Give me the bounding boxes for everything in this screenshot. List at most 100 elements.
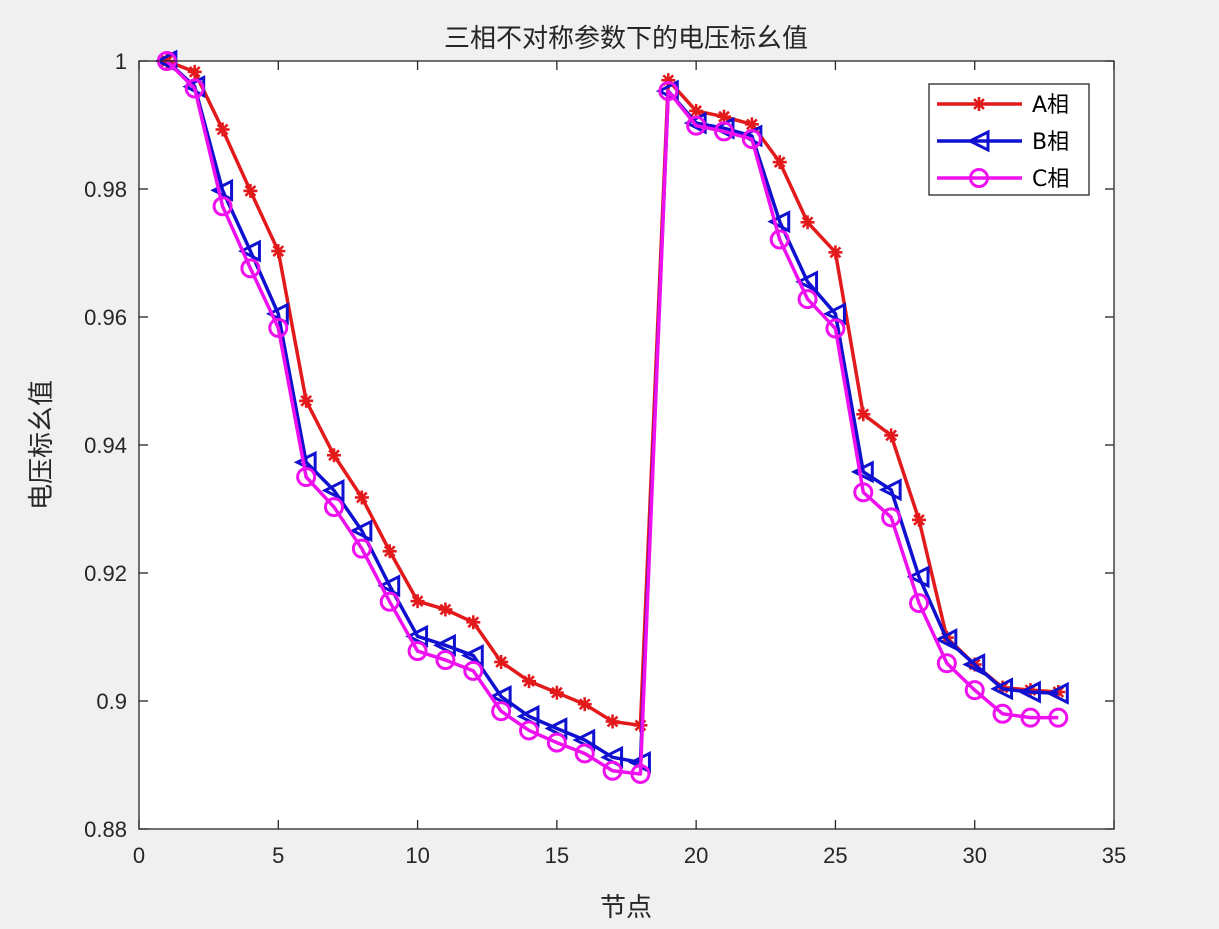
- marker-stroke: [439, 603, 452, 616]
- series-2: [156, 51, 1069, 784]
- marker-stroke: [885, 429, 898, 442]
- data-point: [460, 644, 484, 667]
- data-point: [268, 317, 289, 338]
- data-point: [856, 407, 871, 422]
- marker-stroke: [801, 216, 814, 229]
- x-axis-label: 节点: [600, 893, 652, 923]
- data-point: [243, 183, 258, 198]
- data-point: [463, 660, 484, 681]
- data-point: [878, 478, 902, 502]
- data-point: [215, 122, 230, 137]
- data-point: [990, 677, 1014, 701]
- data-point: [321, 479, 345, 502]
- data-point: [741, 129, 762, 150]
- marker-stroke: [745, 118, 758, 131]
- data-point: [906, 565, 930, 589]
- data-point: [296, 467, 317, 487]
- data-point: [689, 103, 704, 118]
- y-axis-label: 电压标幺值: [27, 380, 57, 510]
- series-1: [154, 49, 1069, 774]
- marker-stroke: [773, 156, 786, 168]
- data-point: [936, 653, 957, 674]
- data-point: [351, 538, 372, 559]
- marker-stroke: [188, 66, 201, 78]
- marker-stroke: [523, 675, 535, 688]
- x-tick-label: 15: [545, 843, 569, 868]
- legend-marker: [972, 97, 986, 111]
- y-tick-label: 0.96: [84, 305, 127, 330]
- data-point: [574, 743, 595, 764]
- marker-stroke: [383, 545, 396, 558]
- data-point: [828, 245, 843, 260]
- marker-stroke: [467, 616, 480, 629]
- data-point: [934, 628, 958, 651]
- y-tick-label: 0.98: [84, 177, 127, 202]
- x-tick-label: 35: [1102, 843, 1126, 868]
- data-point: [602, 760, 623, 781]
- data-point: [438, 602, 453, 617]
- plot-area: [154, 49, 1069, 784]
- y-tick-label: 1: [115, 49, 127, 74]
- data-point: [324, 497, 344, 518]
- legend: A相 B相 C相: [928, 83, 1090, 196]
- marker-stroke: [913, 514, 925, 526]
- data-point: [271, 244, 286, 259]
- marker-stroke: [272, 245, 285, 257]
- data-point: [299, 393, 314, 408]
- data-point: [212, 196, 233, 217]
- data-point: [187, 64, 202, 79]
- data-point: [240, 258, 261, 279]
- data-point: [379, 591, 400, 612]
- marker-stroke: [411, 595, 424, 608]
- marker-stroke: [973, 98, 985, 110]
- legend-label: C相: [1032, 167, 1069, 192]
- data-point: [909, 593, 929, 614]
- data-point: [1045, 681, 1069, 705]
- data-point: [962, 653, 986, 676]
- data-point: [714, 121, 734, 142]
- marker-stroke: [578, 698, 591, 711]
- data-point: [349, 519, 373, 543]
- data-point: [850, 460, 874, 484]
- data-point: [800, 215, 815, 230]
- y-tick-label: 0.92: [84, 561, 127, 586]
- data-point: [405, 624, 429, 648]
- x-tick-label: 25: [823, 843, 847, 868]
- data-point: [433, 633, 456, 657]
- data-point: [293, 450, 317, 474]
- data-point: [327, 448, 341, 463]
- data-point: [1048, 707, 1069, 728]
- data-point: [549, 685, 564, 700]
- data-point: [1018, 680, 1041, 704]
- marker-stroke: [550, 686, 563, 699]
- data-point: [825, 318, 846, 339]
- data-point: [466, 615, 481, 630]
- data-point: [238, 239, 261, 263]
- legend-marker: [966, 129, 990, 153]
- data-point: [494, 654, 509, 669]
- marker-stroke: [857, 408, 870, 421]
- x-tick-label: 10: [405, 843, 429, 868]
- data-point: [630, 763, 651, 784]
- y-tick-label: 0.9: [96, 689, 127, 714]
- marker-stroke: [244, 185, 257, 197]
- data-point: [410, 594, 425, 609]
- marker-stroke: [328, 449, 340, 462]
- data-point: [546, 732, 567, 753]
- data-point: [519, 720, 539, 741]
- data-point: [491, 701, 512, 722]
- data-point: [717, 109, 731, 124]
- data-point: [881, 507, 902, 528]
- x-tick-label: 30: [962, 843, 986, 868]
- series-line: [165, 59, 1059, 776]
- x-tick-label: 5: [272, 843, 284, 868]
- data-point: [767, 210, 791, 234]
- marker-stroke: [690, 105, 703, 117]
- data-point: [772, 155, 787, 170]
- data-point: [354, 490, 369, 505]
- data-point: [210, 178, 234, 202]
- axes-frame: [138, 60, 1115, 830]
- chart-title: 三相不对称参数下的电压标幺值: [444, 24, 808, 54]
- data-point: [377, 574, 401, 598]
